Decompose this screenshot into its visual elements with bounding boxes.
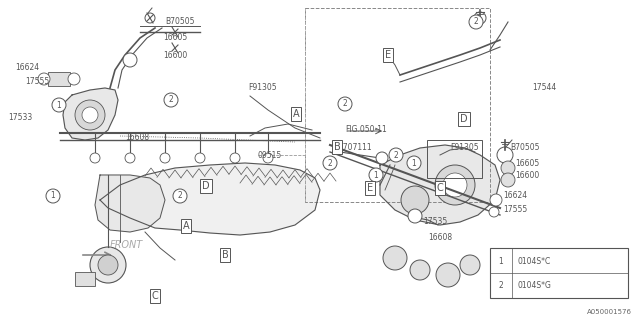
Text: D: D: [460, 114, 468, 124]
Text: 16608: 16608: [428, 234, 452, 243]
Circle shape: [501, 173, 515, 187]
Text: 17555: 17555: [503, 205, 527, 214]
Circle shape: [90, 153, 100, 163]
Circle shape: [82, 107, 98, 123]
Text: 17533: 17533: [8, 114, 32, 123]
Text: 2: 2: [178, 191, 182, 201]
Text: 17555: 17555: [25, 77, 49, 86]
Text: F91305: F91305: [248, 83, 276, 92]
Circle shape: [376, 152, 388, 164]
Text: 2: 2: [499, 282, 504, 291]
Text: 16624: 16624: [503, 191, 527, 201]
Polygon shape: [380, 145, 500, 225]
Text: 1: 1: [412, 158, 417, 167]
Text: C: C: [436, 183, 444, 193]
Circle shape: [173, 189, 187, 203]
Polygon shape: [95, 175, 165, 232]
Text: B70505: B70505: [165, 18, 195, 27]
Text: 16600: 16600: [163, 51, 188, 60]
Circle shape: [98, 255, 118, 275]
Bar: [490, 248, 628, 298]
Text: 1: 1: [51, 191, 56, 201]
Circle shape: [145, 13, 155, 23]
Circle shape: [195, 153, 205, 163]
Circle shape: [460, 255, 480, 275]
Circle shape: [494, 254, 508, 268]
Text: 1: 1: [56, 100, 61, 109]
Text: B70505: B70505: [510, 143, 540, 153]
Text: A050001576: A050001576: [587, 309, 632, 315]
Text: 2: 2: [328, 158, 332, 167]
Circle shape: [164, 93, 178, 107]
Circle shape: [410, 260, 430, 280]
Circle shape: [469, 15, 483, 29]
Circle shape: [323, 156, 337, 170]
Circle shape: [443, 173, 467, 197]
Text: A: A: [182, 221, 189, 231]
Text: 2: 2: [168, 95, 173, 105]
Circle shape: [230, 153, 240, 163]
Text: 1: 1: [499, 257, 504, 266]
Text: F91305: F91305: [450, 143, 479, 153]
Text: D: D: [202, 181, 210, 191]
Text: 17544: 17544: [532, 84, 556, 92]
Circle shape: [489, 207, 499, 217]
Text: C: C: [152, 291, 158, 301]
Bar: [75, 272, 95, 286]
Text: FIG.050-11: FIG.050-11: [345, 125, 387, 134]
Text: E: E: [385, 50, 391, 60]
Text: E: E: [367, 183, 373, 193]
Text: 0104S*G: 0104S*G: [517, 282, 551, 291]
Circle shape: [125, 153, 135, 163]
Circle shape: [338, 97, 352, 111]
Circle shape: [383, 246, 407, 270]
Circle shape: [436, 263, 460, 287]
Circle shape: [501, 161, 515, 175]
Text: A: A: [292, 109, 300, 119]
Circle shape: [435, 165, 475, 205]
Circle shape: [263, 153, 273, 163]
Circle shape: [90, 247, 126, 283]
Circle shape: [52, 98, 66, 112]
Text: 2: 2: [394, 150, 398, 159]
Text: 16608: 16608: [125, 133, 149, 142]
Text: 2: 2: [474, 18, 478, 27]
Circle shape: [401, 186, 429, 214]
Circle shape: [369, 168, 383, 182]
Polygon shape: [63, 88, 118, 140]
Text: 16600: 16600: [515, 172, 540, 180]
Circle shape: [123, 53, 137, 67]
Circle shape: [474, 12, 486, 24]
Circle shape: [494, 279, 508, 293]
Text: 16605: 16605: [515, 158, 540, 167]
Text: H707111: H707111: [337, 142, 372, 151]
Circle shape: [75, 100, 105, 130]
Circle shape: [497, 147, 513, 163]
Text: 16624: 16624: [15, 63, 39, 73]
Circle shape: [68, 73, 80, 85]
Text: B: B: [221, 250, 228, 260]
Circle shape: [407, 156, 421, 170]
Text: 0104S*C: 0104S*C: [517, 257, 550, 266]
Bar: [305, 8, 490, 202]
Text: 16605: 16605: [163, 33, 188, 42]
Circle shape: [160, 153, 170, 163]
Text: 17535: 17535: [423, 218, 447, 227]
Text: 2: 2: [342, 100, 348, 108]
Polygon shape: [100, 163, 320, 235]
Circle shape: [389, 148, 403, 162]
Circle shape: [38, 73, 50, 85]
Text: FRONT: FRONT: [110, 240, 143, 250]
Circle shape: [46, 189, 60, 203]
Text: 1: 1: [374, 171, 378, 180]
Circle shape: [490, 194, 502, 206]
Text: 09515: 09515: [258, 150, 282, 159]
Bar: [427, 140, 482, 178]
Bar: [48, 72, 70, 86]
Text: B: B: [333, 142, 340, 152]
Circle shape: [408, 209, 422, 223]
